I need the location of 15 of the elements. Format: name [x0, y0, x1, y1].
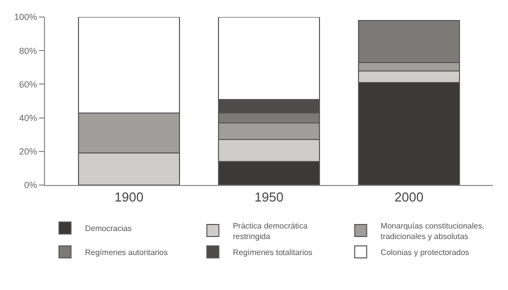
legend-label: Regímenes autoritarios: [85, 248, 168, 257]
x-tick-label: 1950: [254, 190, 284, 205]
y-tick-label: 0%: [24, 180, 38, 190]
x-tick-label: 1900: [114, 190, 144, 205]
y-tick-label: 60%: [19, 79, 38, 90]
y-tick-label: 20%: [19, 146, 38, 157]
y-tick-label: 100%: [14, 12, 38, 22]
y-tick-label: 80%: [19, 46, 38, 56]
legend-label: Monarquías constitucionales, tradicionales y absolutas: [380, 221, 484, 241]
legend-label: Práctica democrática restringida: [232, 221, 308, 241]
y-tick-label: 40%: [19, 112, 38, 123]
legend-label: Democracias: [85, 224, 132, 234]
x-tick-label: 2000: [394, 190, 424, 205]
legend-label: Regímenes totalitarios: [232, 248, 312, 257]
legend-label: Colonias y protectorados: [380, 248, 470, 257]
